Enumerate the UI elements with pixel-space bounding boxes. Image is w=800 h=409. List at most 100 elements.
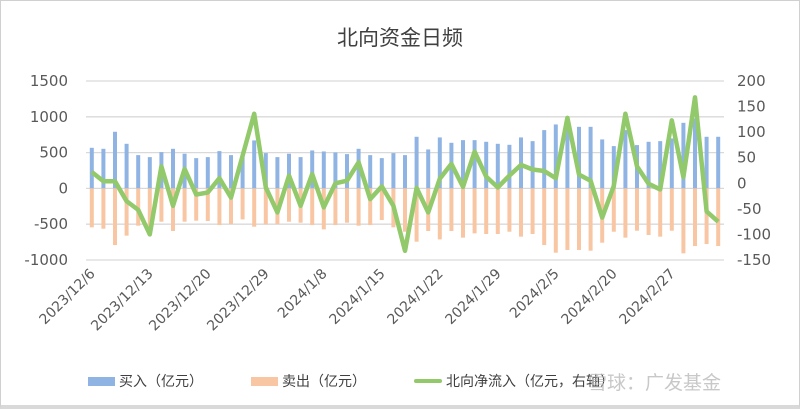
sell-bar — [89, 188, 94, 228]
y-right-tick-label: -100 — [737, 225, 771, 243]
buy-bar — [704, 136, 709, 189]
sell-bar — [588, 188, 593, 251]
sell-bar — [507, 188, 512, 232]
sell-bar — [136, 188, 141, 226]
sell-bar — [171, 188, 175, 232]
x-tick-label: 2024/1/15 — [327, 266, 389, 328]
buy-bar — [89, 147, 94, 189]
sell-bar — [461, 188, 465, 238]
sell-bar — [553, 188, 558, 253]
buy-bar — [681, 122, 686, 189]
buy-bar — [565, 125, 570, 189]
sell-bar — [113, 188, 117, 246]
legend-item-sell: 卖出（亿元） — [251, 371, 366, 391]
buy-bar — [623, 130, 628, 189]
sell-bar — [646, 188, 651, 236]
legend: 买入（亿元） 卖出（亿元） 北向净流入（亿元，右轴） — [88, 371, 662, 391]
x-tick-label: 2024/2/20 — [559, 266, 621, 328]
y-left-tick-label: -1000 — [24, 251, 68, 269]
y-right-tick-label: 0 — [737, 174, 747, 192]
sell-bar — [403, 188, 407, 232]
buy-bar — [298, 157, 303, 189]
buy-bar — [229, 155, 233, 189]
buy-bar — [136, 155, 141, 189]
buy-bar — [611, 146, 616, 189]
buy-bar — [205, 157, 210, 189]
sell-bar — [565, 188, 570, 250]
sell-bar — [693, 188, 697, 247]
buy-bar — [240, 154, 245, 189]
y-right-tick-label: -50 — [737, 200, 762, 218]
buy-bar — [693, 118, 697, 189]
sell-bar — [101, 188, 106, 229]
buy-bar — [217, 151, 222, 189]
y-right-tick-label: -150 — [737, 251, 771, 269]
buy-bar — [113, 131, 117, 189]
sell-bar — [229, 188, 233, 225]
buy-bar — [600, 139, 605, 189]
x-tick-label: 2024/2/5 — [507, 266, 563, 322]
x-tick-label: 2023/12/6 — [37, 266, 99, 328]
buy-bar — [287, 153, 291, 189]
watermark: 雪球：广发基金 — [588, 372, 722, 394]
legend-swatch-net — [414, 379, 442, 383]
sell-bar — [681, 188, 686, 254]
buy-bar — [588, 126, 593, 189]
sell-bar — [379, 188, 384, 221]
chart-title: 北向资金日频 — [337, 26, 463, 50]
sell-bar — [449, 188, 454, 232]
sell-bar — [542, 188, 547, 246]
buy-bar — [658, 141, 663, 189]
sell-bar — [414, 188, 419, 242]
buy-bar — [124, 143, 129, 189]
sell-bar — [577, 188, 581, 250]
buy-bar — [461, 140, 465, 189]
sell-bar — [124, 188, 129, 236]
legend-label-net: 北向净流入（亿元，右轴） — [446, 374, 614, 390]
buy-bar — [426, 149, 431, 189]
y-right-tick-label: 150 — [737, 98, 766, 116]
sell-bar — [635, 188, 639, 231]
sell-bar — [484, 188, 489, 235]
sell-bar — [495, 188, 500, 235]
buy-bar — [333, 152, 338, 189]
sell-bar — [611, 188, 616, 232]
y-right-tick-label: 200 — [737, 72, 766, 90]
sell-bar — [159, 188, 164, 222]
sell-bar — [658, 188, 663, 237]
x-tick-label: 2024/1/8 — [275, 266, 331, 322]
legend-label-buy: 买入（亿元） — [119, 374, 203, 390]
y-left-tick-label: -500 — [34, 215, 68, 233]
y-right-tick-label: 50 — [737, 149, 756, 167]
buy-bar — [275, 157, 280, 189]
buy-bar — [345, 154, 349, 189]
sell-bar — [669, 188, 674, 231]
buy-bar — [530, 141, 535, 189]
sell-bar — [356, 188, 361, 226]
buy-bar — [171, 148, 175, 189]
buy-bar — [147, 157, 152, 189]
buy-bar — [379, 158, 384, 189]
sell-bar — [205, 188, 210, 222]
buy-bar — [403, 155, 407, 189]
sell-bar — [368, 188, 373, 226]
buy-bar — [577, 126, 581, 189]
buy-bar — [310, 150, 315, 189]
buy-bar — [716, 136, 721, 189]
legend-label-sell: 卖出（亿元） — [282, 374, 366, 390]
sell-bar — [530, 188, 535, 235]
buy-bar — [321, 151, 326, 189]
sell-bar — [287, 188, 291, 222]
buy-bar — [391, 153, 396, 189]
x-tick-label: 2024/1/22 — [385, 266, 447, 328]
x-tick-label: 2024/1/29 — [443, 266, 505, 328]
buy-bar — [495, 143, 500, 189]
y-left-tick-label: 1500 — [30, 72, 68, 90]
sell-bar — [704, 188, 709, 245]
buy-bar — [368, 155, 373, 189]
x-tick-label: 2024/2/27 — [617, 266, 679, 328]
y-right-tick-label: 100 — [737, 123, 766, 141]
sell-bar — [437, 188, 442, 240]
buy-bar — [507, 144, 512, 189]
y-left-tick-label: 0 — [58, 179, 68, 197]
